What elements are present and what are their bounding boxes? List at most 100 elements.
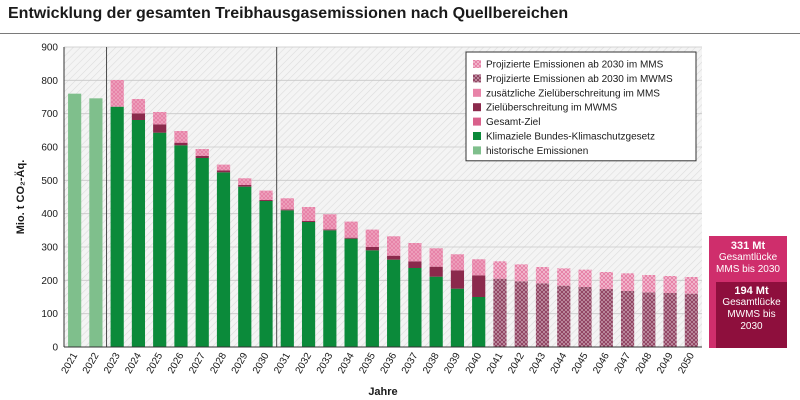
- bar-target: [131, 120, 146, 347]
- bar-projected-mms: [684, 277, 698, 294]
- bar-overshoot-mms-hatch: [323, 214, 337, 230]
- bar-overshoot-mwms: [472, 275, 486, 297]
- bar-projected-mwms: [557, 285, 571, 347]
- x-tick-label: 2026: [166, 351, 187, 376]
- bar-projected-mwms: [620, 291, 635, 347]
- bar-overshoot-mms-hatch: [429, 248, 443, 267]
- legend-label: Gesamt-Ziel: [486, 117, 540, 128]
- y-tick-label: 900: [41, 43, 58, 54]
- x-tick-label: 2028: [208, 351, 229, 376]
- x-tick-label: 2023: [102, 351, 123, 376]
- bar-overshoot-mwms: [195, 156, 209, 158]
- bar-overshoot-mwms: [344, 237, 358, 239]
- bar-target: [259, 201, 273, 347]
- bar-projected-mms: [599, 272, 613, 289]
- bar-overshoot-mms-hatch: [280, 198, 294, 210]
- bar-projected-mwms: [493, 278, 507, 347]
- x-tick-label: 2025: [145, 351, 166, 376]
- bar-overshoot-mms-hatch: [174, 131, 188, 143]
- bar-target: [450, 288, 465, 347]
- bar-target: [323, 230, 337, 347]
- bar-projected-mwms: [535, 283, 550, 347]
- legend-box: [465, 51, 697, 162]
- x-tick-label: 2027: [187, 351, 208, 376]
- y-tick-label: 600: [41, 143, 58, 154]
- x-tick-label: 2040: [464, 351, 485, 376]
- x-tick-label: 2041: [485, 351, 506, 376]
- bar-target: [110, 106, 124, 348]
- legend-label: Klimaziele Bundes-Klimaschutzgesetz: [486, 132, 655, 143]
- bar-target: [280, 210, 294, 347]
- callout-mms-value: 331 Mt: [730, 240, 766, 252]
- legend-label: Projizierte Emissionen ab 2030 im MMS: [486, 60, 664, 71]
- legend-swatch: [473, 88, 481, 97]
- y-tick-label: 200: [41, 276, 58, 287]
- legend-label: historische Emissionen: [486, 146, 588, 157]
- x-tick-label: 2043: [527, 351, 548, 376]
- bar-projected-mms: [557, 268, 571, 286]
- bar-target: [429, 276, 443, 347]
- bar-target: [153, 132, 167, 347]
- x-tick-label: 2039: [442, 351, 463, 376]
- bar-overshoot-mms-hatch: [387, 236, 401, 256]
- bar-target: [238, 186, 252, 347]
- title-divider: [0, 33, 800, 34]
- bar-projected-mms: [493, 261, 507, 279]
- x-tick-label: 2022: [81, 351, 102, 376]
- x-tick-label: 2037: [400, 351, 421, 376]
- callout-mms-text: Gesamtlücke MMS bis 2030: [716, 252, 780, 275]
- bar-overshoot-mwms: [301, 221, 316, 222]
- x-tick-label: 2044: [549, 351, 570, 376]
- bar-overshoot-mms-hatch: [131, 99, 146, 114]
- bar-projected-mms: [620, 273, 635, 291]
- bar-overshoot-mwms: [365, 247, 379, 251]
- bar-overshoot-mwms: [280, 209, 294, 211]
- x-tick-label: 2049: [655, 351, 676, 376]
- bar-overshoot-mwms: [238, 185, 252, 187]
- bar-projected-mms: [663, 276, 677, 293]
- bar-projected-mwms: [684, 293, 698, 347]
- bar-overshoot-mms-hatch: [259, 190, 273, 200]
- legend-swatch: [473, 74, 481, 83]
- bar-target: [408, 268, 422, 347]
- bar-target: [365, 250, 379, 347]
- bar-overshoot-mms-hatch: [153, 112, 167, 125]
- bar-overshoot-mms-hatch: [344, 221, 358, 238]
- x-tick-label: 2021: [60, 351, 81, 376]
- x-tick-label: 2042: [506, 351, 527, 376]
- bar-projected-mms: [578, 269, 592, 287]
- bar-overshoot-mwms: [131, 113, 146, 120]
- bar-projected-mms: [642, 275, 656, 293]
- x-tick-label: 2047: [613, 351, 634, 376]
- bar-overshoot-mwms: [408, 261, 422, 268]
- x-tick-label: 2046: [591, 351, 612, 376]
- legend-swatch: [473, 103, 481, 112]
- bar-overshoot-mms-hatch: [472, 259, 486, 276]
- bar-overshoot-mwms: [216, 170, 231, 173]
- legend-swatch: [473, 60, 481, 68]
- x-tick-label: 2032: [294, 351, 315, 376]
- bar-overshoot-mwms: [153, 124, 167, 133]
- y-tick-label: 800: [41, 76, 58, 87]
- y-tick-label: 700: [41, 109, 58, 120]
- x-tick-label: 2034: [336, 351, 357, 376]
- x-tick-label: 2045: [570, 351, 591, 376]
- x-tick-label: 2035: [357, 351, 378, 376]
- bar-historical: [89, 98, 103, 347]
- legend-swatch: [473, 117, 481, 126]
- bar-projected-mwms: [642, 292, 656, 347]
- bar-overshoot-mwms: [323, 229, 337, 231]
- bar-projected-mwms: [578, 287, 592, 347]
- page-title: Entwicklung der gesamten Treibhausgasemi…: [8, 5, 569, 22]
- bar-projected-mwms: [599, 289, 613, 347]
- bar-target: [344, 238, 358, 347]
- legend-swatch: [473, 146, 481, 155]
- legend-label: Projizierte Emissionen ab 2030 im MWMS: [486, 74, 673, 85]
- x-tick-label: 2024: [123, 351, 144, 376]
- x-tick-label: 2048: [634, 351, 655, 376]
- callout-gap-mwms: 194 Mt Gesamtlücke MWMS bis 2030: [716, 282, 787, 348]
- bar-overshoot-mms-hatch: [301, 207, 316, 221]
- x-tick-label: 2031: [272, 351, 293, 376]
- bar-overshoot-mwms: [450, 270, 465, 289]
